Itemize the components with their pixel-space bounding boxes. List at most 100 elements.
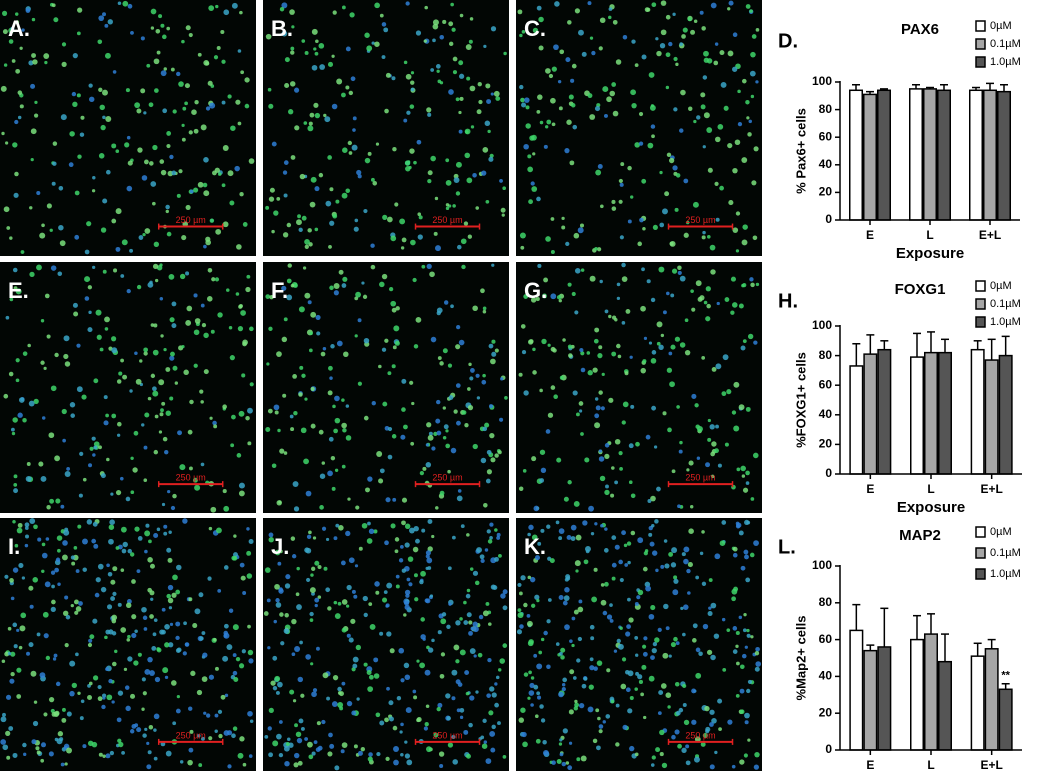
cell (598, 46, 603, 51)
cell (673, 636, 678, 642)
cell (54, 455, 61, 462)
bar (938, 351, 952, 475)
cell (100, 473, 106, 479)
cell (306, 534, 312, 539)
bar (849, 365, 864, 475)
cell (419, 579, 424, 585)
cell (32, 720, 39, 727)
cell (739, 709, 745, 715)
cell (310, 386, 315, 392)
cell (294, 752, 300, 759)
cell (639, 217, 644, 223)
cell (652, 641, 658, 647)
cell (587, 93, 593, 99)
cell (363, 208, 368, 214)
cell (108, 678, 113, 684)
cell (153, 533, 159, 539)
cell (335, 199, 340, 204)
cell (53, 17, 59, 23)
cell (378, 364, 382, 369)
cell (353, 226, 359, 232)
cell (310, 311, 317, 318)
cell (367, 521, 371, 526)
cell (645, 434, 651, 440)
cell (49, 228, 53, 232)
cell (485, 478, 491, 484)
cell (103, 395, 108, 400)
cell (159, 159, 165, 164)
cell (485, 83, 491, 89)
cell (88, 310, 92, 315)
y-tick-label: 60 (819, 632, 833, 646)
cell (363, 415, 369, 421)
cell (381, 55, 386, 60)
cell (62, 540, 68, 546)
cell (388, 286, 394, 292)
cell (609, 603, 613, 607)
cell (373, 673, 380, 679)
cell (295, 592, 300, 597)
cell (624, 371, 629, 376)
cell (287, 109, 294, 115)
cell (684, 349, 691, 356)
cell (753, 146, 759, 152)
cell (84, 249, 90, 255)
cell (214, 713, 219, 718)
cell (267, 726, 272, 731)
cell (537, 263, 542, 269)
cell (673, 56, 678, 62)
cell (367, 476, 373, 482)
cell (675, 641, 680, 646)
cell (561, 225, 566, 230)
cell (188, 706, 193, 711)
cell (246, 274, 251, 279)
cell (412, 277, 417, 283)
cell (77, 7, 83, 13)
cell (196, 689, 203, 696)
cell (641, 178, 647, 184)
cell (161, 502, 166, 507)
cell (436, 399, 441, 405)
cell (547, 343, 551, 347)
cell (694, 403, 699, 408)
cell (284, 83, 290, 89)
cell (99, 104, 105, 111)
cell (539, 704, 544, 709)
cell (642, 644, 647, 649)
cell (752, 452, 759, 459)
cell (597, 716, 601, 721)
cell (690, 289, 694, 293)
cell (176, 564, 182, 571)
cell (172, 721, 177, 726)
cell (446, 624, 451, 629)
cell (284, 760, 290, 767)
cell (58, 186, 64, 191)
cell (445, 443, 451, 449)
cell (426, 263, 432, 270)
cell (352, 128, 356, 132)
cell (183, 621, 187, 626)
cell (23, 752, 27, 757)
legend-swatch (975, 568, 986, 580)
cell (651, 405, 657, 411)
cell (68, 162, 74, 168)
cell (391, 364, 396, 369)
cell (569, 669, 575, 675)
cell (321, 526, 327, 531)
cell (605, 484, 609, 489)
cell (743, 753, 748, 758)
cell (686, 468, 690, 472)
cell (745, 470, 750, 476)
cell (363, 612, 368, 618)
cell (648, 613, 655, 620)
cell (182, 651, 187, 656)
cell (57, 731, 64, 737)
cell (226, 644, 233, 650)
cell (409, 380, 414, 385)
cell (290, 427, 295, 432)
cell (351, 589, 356, 594)
cell (292, 699, 297, 703)
cell (55, 557, 61, 562)
cell (487, 657, 492, 663)
cell (426, 557, 433, 564)
